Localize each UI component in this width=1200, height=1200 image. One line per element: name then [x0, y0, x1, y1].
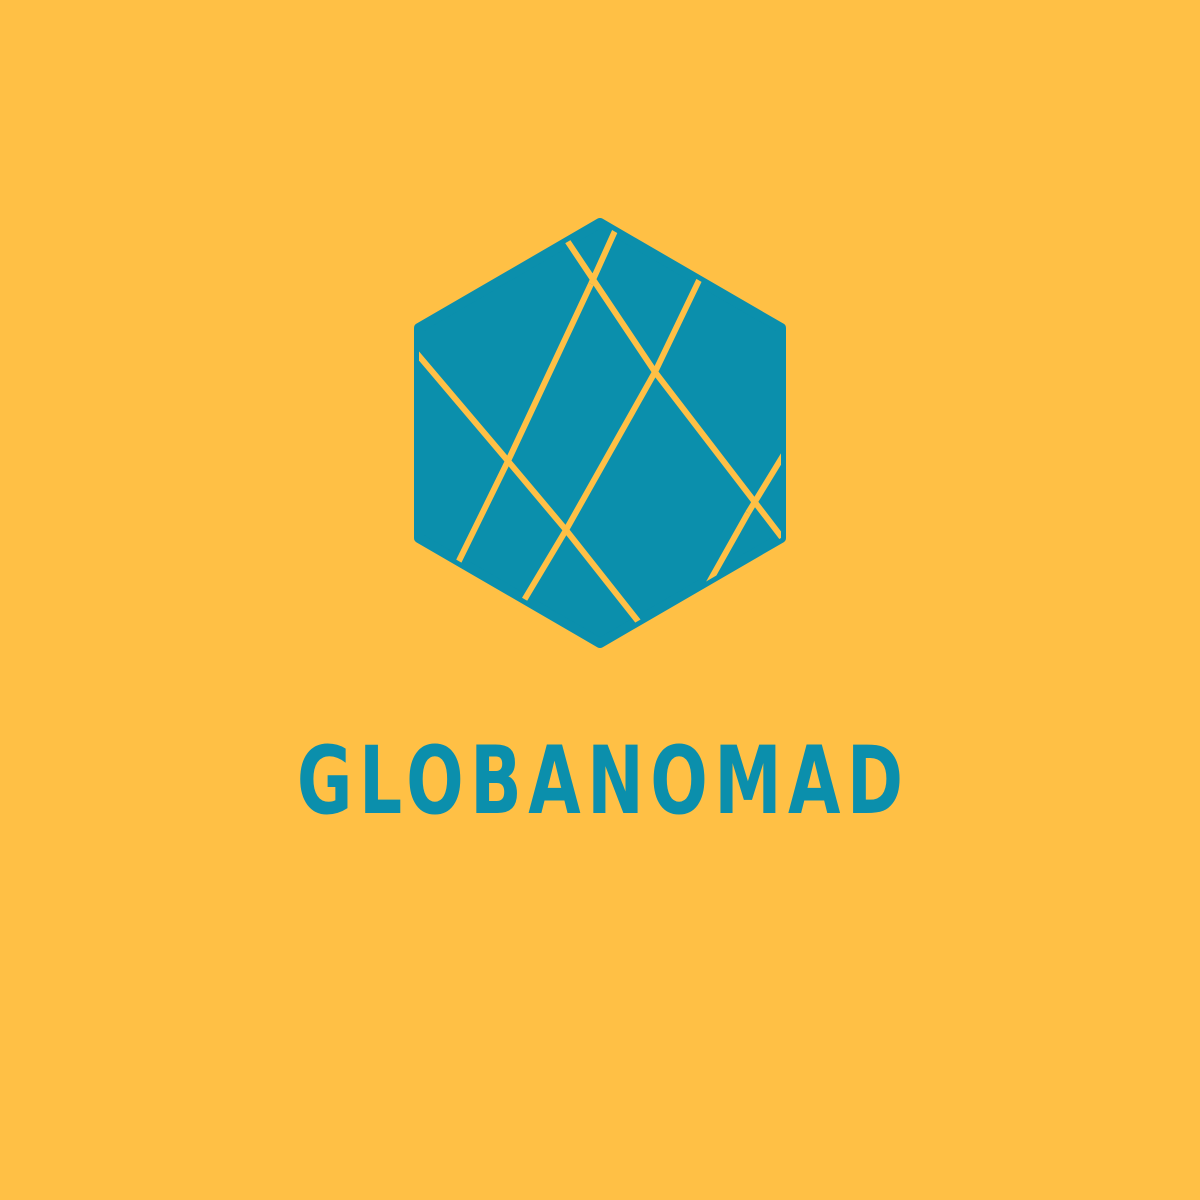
facet-line	[557, 228, 658, 374]
facet-line	[514, 528, 569, 614]
facet-line	[652, 370, 781, 550]
facet-line	[563, 528, 648, 632]
facet-line	[505, 459, 569, 532]
facet-line	[652, 270, 706, 374]
facet-line	[745, 439, 781, 515]
hexagon-shape	[414, 218, 786, 648]
facet-line	[505, 282, 594, 463]
facet-line	[563, 370, 658, 532]
facet-line	[588, 223, 622, 286]
brand-wordmark: GLOBANOMAD	[296, 727, 910, 836]
facet-line	[449, 459, 511, 577]
facet-line	[419, 341, 511, 463]
